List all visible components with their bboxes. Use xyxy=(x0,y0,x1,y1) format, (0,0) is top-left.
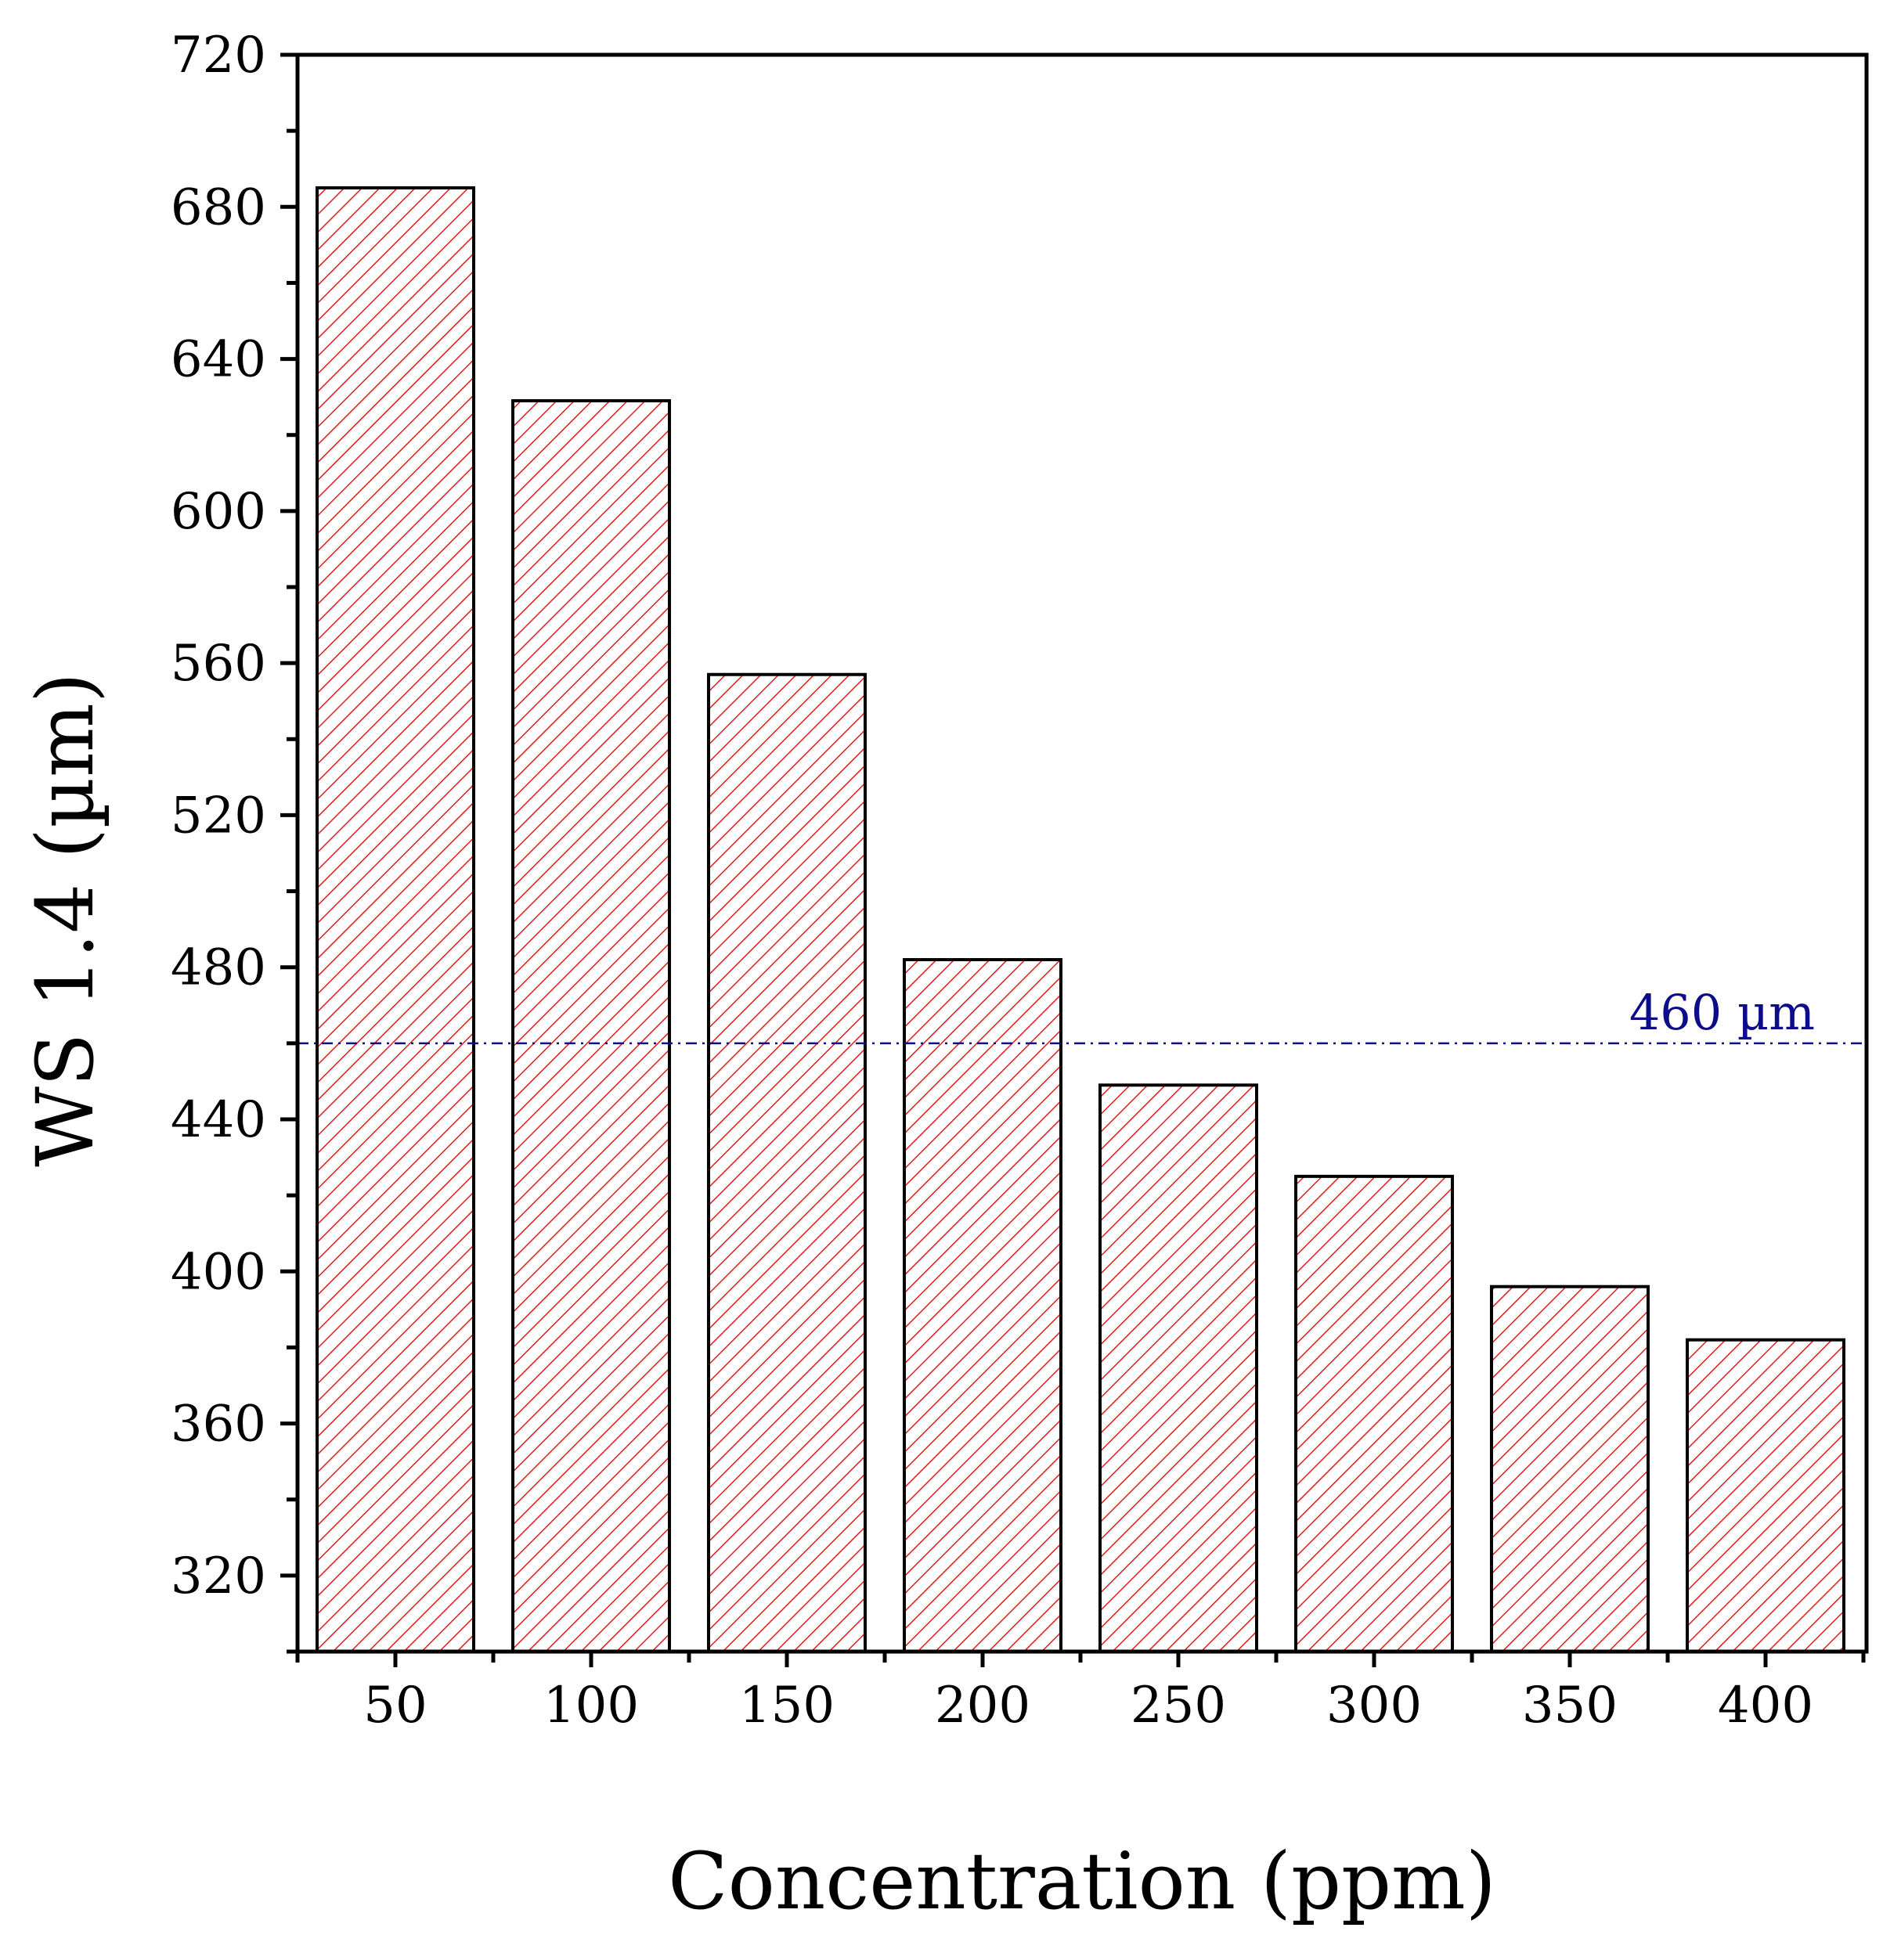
y-tick-label: 600 xyxy=(171,483,266,541)
y-tick-label: 720 xyxy=(171,27,266,85)
y-axis: 320 360 400 440 480 520 560 600 640 680 720 xyxy=(171,27,298,1654)
y-tick-label: 680 xyxy=(171,178,266,236)
x-tick-label: 350 xyxy=(1522,1677,1618,1735)
y-tick-label: 520 xyxy=(171,787,266,845)
y-tick-label: 400 xyxy=(171,1243,266,1301)
bar-100 xyxy=(511,399,671,1653)
x-tick-label: 250 xyxy=(1131,1677,1226,1735)
reference-line-group: 460 µm xyxy=(298,984,1867,1045)
x-tick-label: 150 xyxy=(739,1677,835,1735)
bar-250 xyxy=(1098,1083,1258,1654)
y-tick-label: 320 xyxy=(171,1547,266,1605)
y-tick-label: 560 xyxy=(171,635,266,693)
bar-350 xyxy=(1490,1284,1650,1653)
bar-150 xyxy=(707,672,867,1654)
x-tick-label: 200 xyxy=(935,1677,1030,1735)
x-tick-label: 400 xyxy=(1718,1677,1813,1735)
y-tick-label: 480 xyxy=(171,939,266,997)
bar-300 xyxy=(1294,1174,1454,1654)
y-axis-title: WS 1.4 (µm) xyxy=(20,672,111,1167)
bar-400 xyxy=(1686,1338,1845,1653)
x-tick-label: 100 xyxy=(543,1677,639,1735)
x-axis: 50 100 150 200 250 300 350 400 xyxy=(295,1652,1866,1735)
y-tick-label: 360 xyxy=(171,1396,266,1454)
bar-200 xyxy=(903,958,1062,1653)
reference-line-label: 460 µm xyxy=(1629,984,1815,1041)
bar-50 xyxy=(316,186,475,1653)
bars-group xyxy=(316,186,1845,1654)
x-tick-label: 300 xyxy=(1326,1677,1422,1735)
x-axis-title: Concentration (ppm) xyxy=(668,1836,1496,1927)
x-tick-label: 50 xyxy=(363,1677,427,1735)
y-tick-label: 640 xyxy=(171,331,266,389)
y-tick-label: 440 xyxy=(171,1091,266,1149)
